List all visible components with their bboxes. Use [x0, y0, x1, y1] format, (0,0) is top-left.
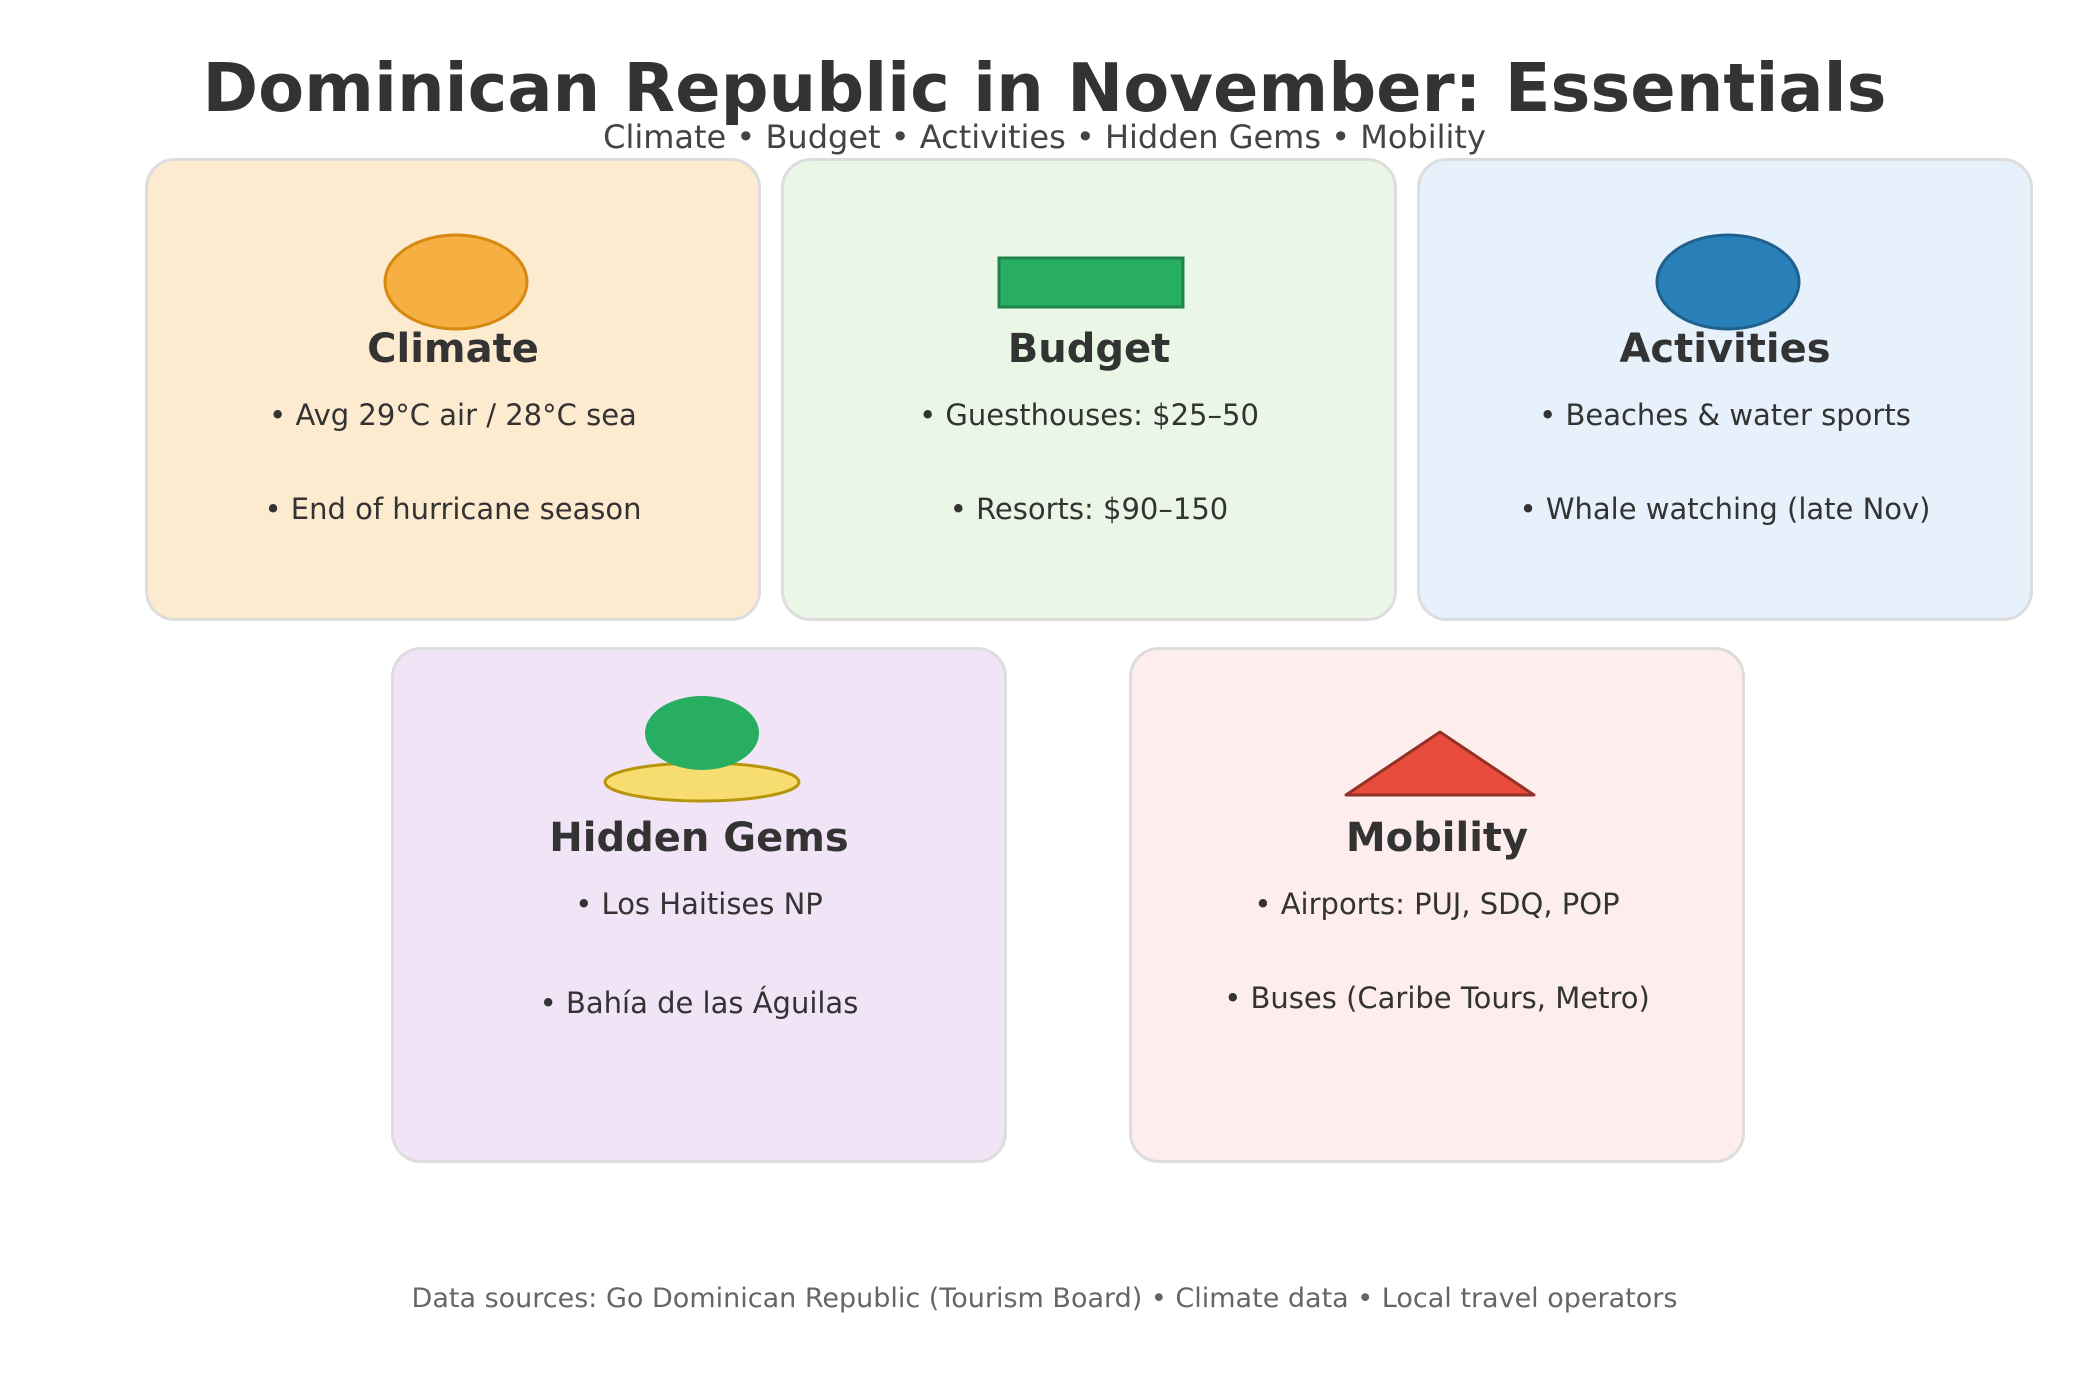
budget-card: Budget • Guesthouses: $25–50 • Resorts: …: [781, 158, 1397, 621]
climate-bullet-1: • Avg 29°C air / 28°C sea: [269, 398, 637, 432]
activities-bullet-2: • Whale watching (late Nov): [1519, 492, 1931, 526]
budget-bullet-1: • Guesthouses: $25–50: [919, 398, 1259, 432]
activities-bullet-1: • Beaches & water sports: [1539, 398, 1911, 432]
mobility-card: Mobility • Airports: PUJ, SDQ, POP • Bus…: [1129, 647, 1745, 1163]
hidden-gems-bullet-1: • Los Haitises NP: [575, 887, 823, 921]
triangle-icon: [1344, 730, 1536, 797]
banknote-icon: [997, 256, 1185, 309]
card-title-budget: Budget: [1007, 326, 1171, 372]
card-title-hidden-gems: Hidden Gems: [549, 815, 849, 861]
card-title-climate: Climate: [367, 326, 539, 372]
climate-card: Climate • Avg 29°C air / 28°C sea • End …: [145, 158, 761, 621]
card-title-mobility: Mobility: [1345, 815, 1529, 861]
climate-bullet-2: • End of hurricane season: [264, 492, 642, 526]
page-subtitle: Climate • Budget • Activities • Hidden G…: [603, 118, 1486, 156]
mobility-bullet-2: • Buses (Caribe Tours, Metro): [1224, 981, 1650, 1015]
sun-icon: [383, 233, 529, 331]
data-sources-footer: Data sources: Go Dominican Republic (Tou…: [411, 1283, 1678, 1314]
card-title-activities: Activities: [1619, 326, 1831, 372]
hidden-gems-bullet-2: • Bahía de las Águilas: [539, 986, 859, 1020]
activities-card: Activities • Beaches & water sports • Wh…: [1417, 158, 2033, 621]
ball-icon: [1655, 233, 1801, 331]
page-title: Dominican Republic in November: Essentia…: [202, 49, 1887, 127]
mobility-bullet-1: • Airports: PUJ, SDQ, POP: [1254, 887, 1620, 921]
budget-bullet-2: • Resorts: $90–150: [949, 492, 1229, 526]
hidden-gems-card: Hidden Gems • Los Haitises NP • Bahía de…: [391, 647, 1007, 1163]
island-icon: [603, 696, 801, 803]
